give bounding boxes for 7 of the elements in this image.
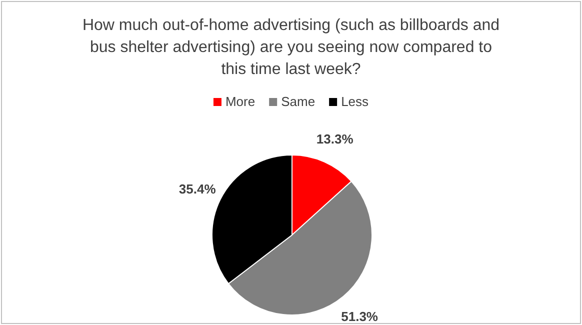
- legend-label: More: [225, 94, 256, 109]
- data-label: 13.3%: [316, 131, 354, 146]
- data-label: 51.3%: [341, 309, 378, 324]
- legend-label: Less: [341, 94, 370, 109]
- data-label: 35.4%: [178, 181, 216, 196]
- legend-label: Same: [281, 94, 316, 109]
- chart-title: How much out-of-home advertising (such as billboards and bus shelter advertising) are you seeing now compared to this time last week?: [82, 17, 500, 78]
